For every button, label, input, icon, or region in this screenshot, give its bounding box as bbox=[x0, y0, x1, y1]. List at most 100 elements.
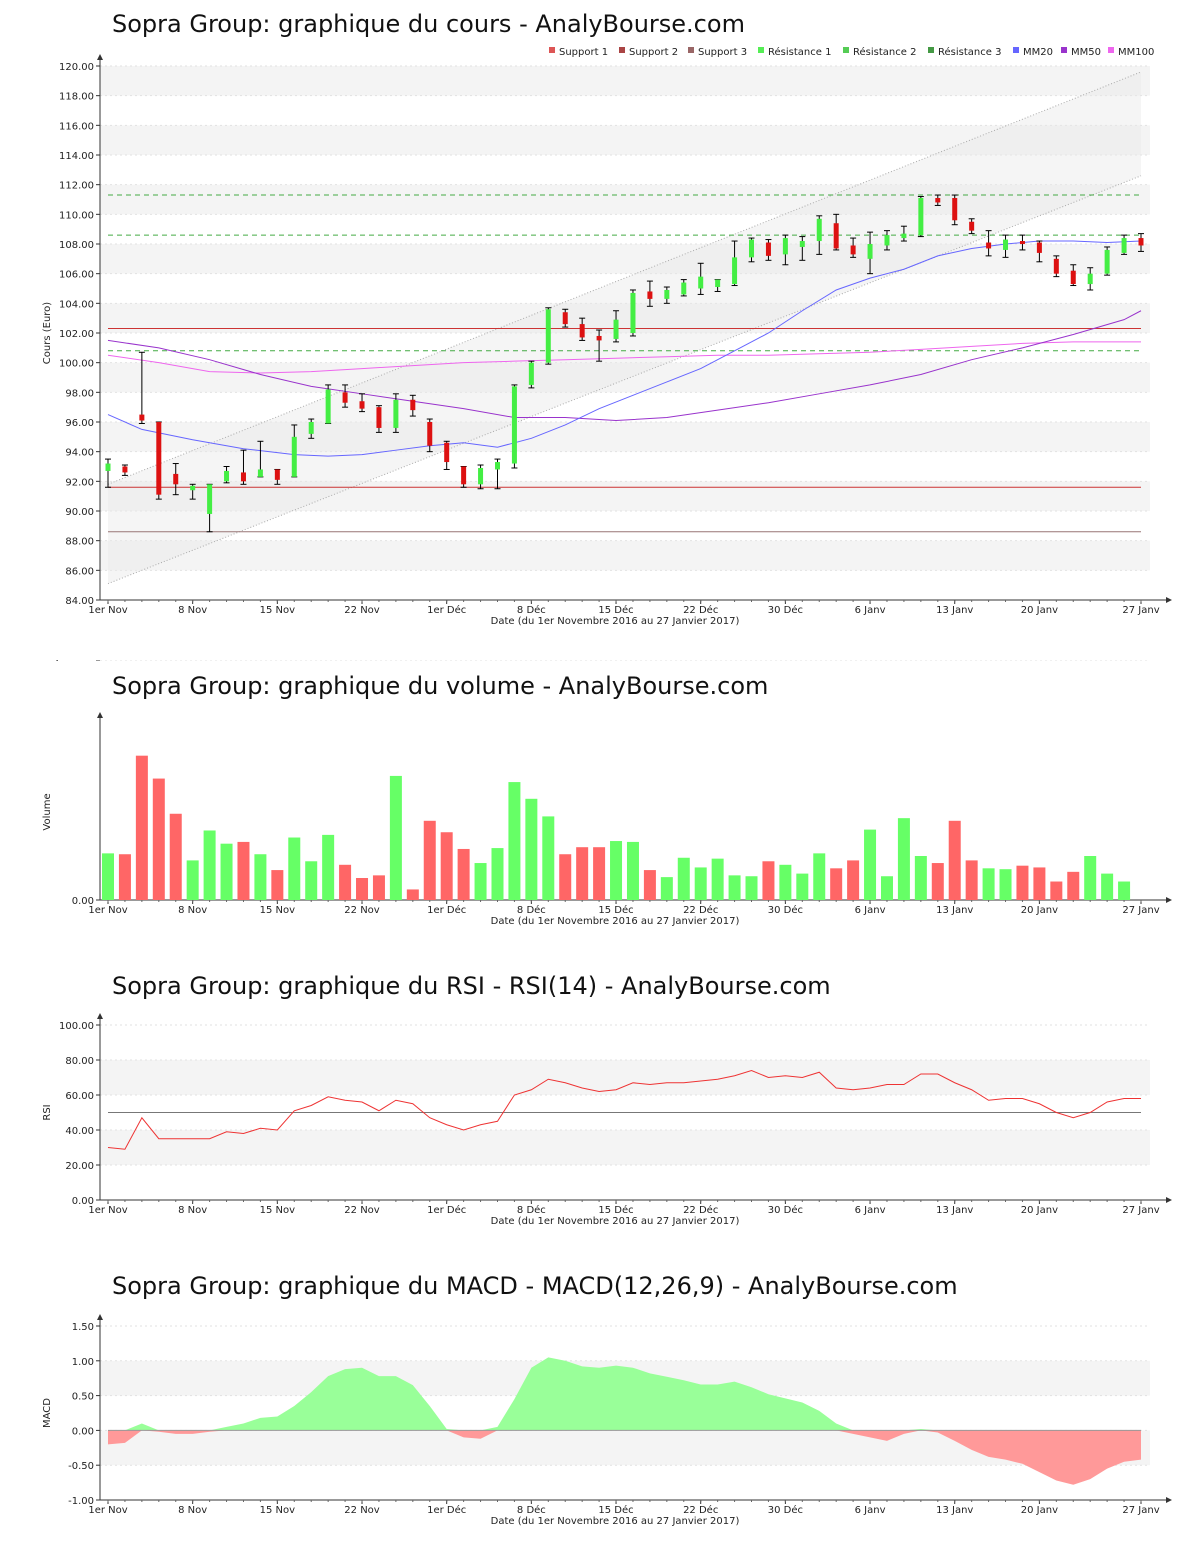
volume-bar bbox=[643, 870, 656, 900]
mm20-line bbox=[107, 240, 1142, 457]
candle-body bbox=[596, 335, 602, 341]
volume-ytick-label: 100,000.00 bbox=[37, 660, 94, 663]
price-grid-band bbox=[100, 540, 1150, 571]
rsi-grid-band bbox=[100, 1130, 1150, 1165]
legend-label: MM20 bbox=[1023, 47, 1053, 58]
volume-bar bbox=[118, 854, 131, 900]
volume-bar bbox=[559, 854, 572, 900]
rsi-chart: 0.00 20.00 40.00 60.00 80.00 100.00 1er Nov 8 N… bbox=[42, 1013, 1172, 1227]
volume-bar bbox=[660, 877, 673, 900]
volume-xtick-label: 6 Janv bbox=[855, 905, 886, 916]
legend-label: Support 3 bbox=[698, 47, 747, 58]
macd-yaxis-title: MACD bbox=[42, 1398, 53, 1428]
price-chart: 84.00 86.00 88.00 90.00 92.00 94.00 96.00 98.00… bbox=[42, 46, 1172, 627]
price-ytick-label: 114.00 bbox=[59, 151, 94, 162]
candle-body bbox=[833, 223, 839, 249]
candle-body bbox=[1121, 238, 1127, 253]
legend-label: Support 1 bbox=[559, 47, 608, 58]
price-xtick-label: 30 Déc bbox=[768, 604, 803, 616]
macd-xtick-label: 8 Nov bbox=[178, 1505, 207, 1516]
macd-xtick-label: 1er Déc bbox=[427, 1504, 466, 1516]
price-xtick-label: 22 Déc bbox=[683, 604, 718, 616]
volume-bar bbox=[880, 876, 893, 900]
price-ytick-label: 98.00 bbox=[65, 388, 94, 399]
volume-bar bbox=[711, 858, 724, 900]
macd-ytick-label: 1.00 bbox=[72, 1357, 94, 1368]
volume-bar bbox=[626, 841, 639, 900]
candle-body bbox=[901, 233, 907, 239]
candle-body bbox=[918, 198, 924, 236]
price-xtick-label: 8 Déc bbox=[517, 604, 546, 616]
price-xtick-label: 22 Nov bbox=[344, 605, 380, 616]
price-ytick-label: 88.00 bbox=[65, 537, 94, 548]
price-xtick-label: 15 Nov bbox=[260, 605, 296, 616]
rsi-xtick-label: 13 Janv bbox=[936, 1205, 973, 1216]
volume-xtick-label: 15 Nov bbox=[260, 905, 296, 916]
candle-body bbox=[681, 282, 687, 295]
legend-swatch bbox=[928, 47, 934, 53]
volume-bar bbox=[914, 856, 927, 900]
macd-xtick-label: 8 Déc bbox=[517, 1504, 546, 1516]
macd-y-arrow bbox=[97, 1314, 103, 1320]
volume-xtick-label: 1er Déc bbox=[427, 904, 466, 916]
price-grid-band bbox=[100, 184, 1150, 215]
volume-ytick-label: 40,000.00 bbox=[43, 660, 94, 663]
candle-body bbox=[190, 485, 196, 491]
candle-body bbox=[511, 386, 517, 464]
macd-ytick-label: -0.50 bbox=[68, 1461, 94, 1472]
volume-bar bbox=[305, 861, 318, 900]
volume-xaxis-title: Date (du 1er Novembre 2016 au 27 Janvier… bbox=[491, 916, 740, 927]
rsi-yaxis-title: RSI bbox=[42, 1104, 53, 1120]
candle-body bbox=[494, 462, 500, 470]
rsi-panel: Sopra Group: graphique du RSI - RSI(14) … bbox=[0, 960, 1200, 1240]
candle-body bbox=[935, 198, 941, 203]
price-x-arrow bbox=[1166, 597, 1172, 603]
volume-ytick-label: 80,000.00 bbox=[43, 660, 94, 663]
volume-chart-title: Sopra Group: graphique du volume - Analy… bbox=[112, 672, 769, 700]
volume-bar bbox=[576, 847, 589, 900]
volume-bar bbox=[864, 829, 877, 900]
macd-chart: -1.00 -0.50 0.00 0.50 1.00 1.50 1er Nov 8 Nov 15… bbox=[42, 1314, 1172, 1527]
candle-body bbox=[325, 389, 331, 424]
volume-bar bbox=[1033, 867, 1046, 900]
rsi-ytick-label: 80.00 bbox=[65, 1056, 94, 1067]
price-xtick-label: 13 Janv bbox=[936, 605, 973, 616]
price-ytick-label: 86.00 bbox=[65, 566, 94, 577]
volume-bar bbox=[999, 869, 1012, 900]
price-ytick-label: 116.00 bbox=[59, 121, 94, 132]
macd-ytick-label: 0.50 bbox=[72, 1392, 94, 1403]
candle-body bbox=[308, 422, 314, 434]
candle-body bbox=[1087, 273, 1093, 285]
candle-body bbox=[850, 245, 856, 255]
price-xtick-label: 1er Nov bbox=[88, 605, 127, 616]
legend-swatch bbox=[619, 47, 625, 53]
volume-bar bbox=[152, 778, 165, 900]
price-ytick-label: 96.00 bbox=[65, 418, 94, 429]
rsi-ytick-label: 40.00 bbox=[65, 1126, 94, 1137]
legend-swatch bbox=[1013, 47, 1019, 53]
volume-bar bbox=[186, 860, 199, 900]
trend-channel-fill bbox=[108, 71, 1141, 584]
rsi-ytick-label: 0.00 bbox=[72, 1196, 94, 1207]
macd-xtick-label: 15 Déc bbox=[598, 1504, 633, 1516]
volume-bar bbox=[610, 841, 623, 900]
macd-ytick-label: -1.00 bbox=[68, 1496, 94, 1507]
price-yaxis-title: Cours (Euro) bbox=[42, 302, 53, 365]
price-xtick-label: 15 Déc bbox=[598, 604, 633, 616]
price-ytick-label: 120.00 bbox=[59, 62, 94, 73]
price-xtick-label: 20 Janv bbox=[1021, 605, 1058, 616]
rsi-xtick-label: 15 Nov bbox=[260, 1205, 296, 1216]
candle-body bbox=[969, 221, 975, 231]
candle-body bbox=[359, 401, 365, 409]
candle-body bbox=[240, 472, 246, 482]
volume-bar bbox=[1101, 873, 1114, 900]
volume-bar bbox=[356, 878, 369, 900]
volume-bar bbox=[220, 843, 233, 900]
volume-bar bbox=[542, 816, 555, 900]
rsi-xtick-label: 8 Déc bbox=[517, 1204, 546, 1216]
price-chart-title: Sopra Group: graphique du cours - AnalyB… bbox=[112, 10, 745, 38]
volume-bar bbox=[796, 873, 809, 900]
volume-bar bbox=[931, 863, 944, 900]
candle-body bbox=[952, 198, 958, 221]
rsi-xtick-label: 1er Nov bbox=[88, 1205, 127, 1216]
